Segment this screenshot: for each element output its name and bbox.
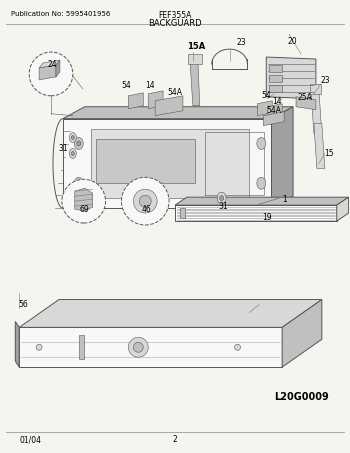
Ellipse shape [220,196,224,201]
Text: Publication No: 5995401956: Publication No: 5995401956 [11,11,111,17]
Polygon shape [39,65,56,80]
Circle shape [121,177,169,225]
Text: 20: 20 [287,37,297,46]
Text: 2: 2 [173,435,177,444]
Circle shape [133,342,143,352]
Text: 01/04: 01/04 [19,435,41,444]
Ellipse shape [257,138,266,149]
Ellipse shape [257,177,266,189]
Text: 15: 15 [324,149,334,158]
Circle shape [139,195,151,207]
Polygon shape [271,107,293,208]
Polygon shape [56,60,60,77]
Circle shape [29,52,73,96]
Polygon shape [314,124,325,169]
Polygon shape [19,299,322,328]
Text: 19: 19 [262,212,272,222]
Ellipse shape [74,138,83,149]
Ellipse shape [69,149,76,159]
Polygon shape [180,208,185,218]
Text: 25A: 25A [298,93,313,102]
Polygon shape [128,93,143,109]
Ellipse shape [74,177,83,189]
Text: 23: 23 [321,77,331,86]
Polygon shape [148,91,163,109]
Polygon shape [296,97,316,110]
Polygon shape [15,322,19,367]
Circle shape [128,337,148,357]
Ellipse shape [217,192,226,204]
Polygon shape [188,54,202,64]
Text: 15A: 15A [187,42,205,51]
Text: 54: 54 [261,92,271,100]
Circle shape [36,344,42,350]
Polygon shape [269,65,282,72]
Polygon shape [269,75,282,82]
Ellipse shape [77,141,81,146]
Text: 31: 31 [58,144,68,153]
Polygon shape [75,188,93,211]
Polygon shape [263,112,284,125]
Text: 14: 14 [145,82,155,90]
Polygon shape [190,59,200,106]
Polygon shape [155,96,183,116]
Text: 46: 46 [141,205,151,214]
Text: 54: 54 [121,82,131,90]
Polygon shape [266,57,316,99]
Polygon shape [311,89,322,134]
Text: 1: 1 [282,195,287,204]
Ellipse shape [71,135,74,140]
Polygon shape [257,101,272,116]
Polygon shape [91,129,250,198]
Polygon shape [337,197,349,221]
Text: 14: 14 [272,97,282,106]
Circle shape [133,189,157,213]
Text: FEF355A: FEF355A [158,11,192,20]
Polygon shape [63,119,271,208]
Polygon shape [267,104,282,119]
Text: 69: 69 [80,205,90,214]
Polygon shape [79,335,84,359]
Text: 31: 31 [219,202,229,211]
Polygon shape [39,60,60,68]
Text: 54A: 54A [168,88,182,97]
Circle shape [234,344,240,350]
Ellipse shape [77,181,81,186]
Ellipse shape [71,151,74,155]
Polygon shape [175,205,337,221]
Polygon shape [175,197,349,205]
Text: 56: 56 [18,300,28,309]
Polygon shape [269,85,282,92]
Ellipse shape [69,133,76,143]
Text: L20G0009: L20G0009 [274,392,329,402]
Text: 24: 24 [47,59,57,68]
Polygon shape [282,299,322,367]
Polygon shape [63,107,293,119]
Polygon shape [19,328,282,367]
Circle shape [62,179,106,223]
Text: BACKGUARD: BACKGUARD [148,19,202,28]
Polygon shape [96,139,195,183]
Text: 54A: 54A [267,106,282,115]
Text: 23: 23 [237,38,246,47]
Polygon shape [310,84,321,94]
